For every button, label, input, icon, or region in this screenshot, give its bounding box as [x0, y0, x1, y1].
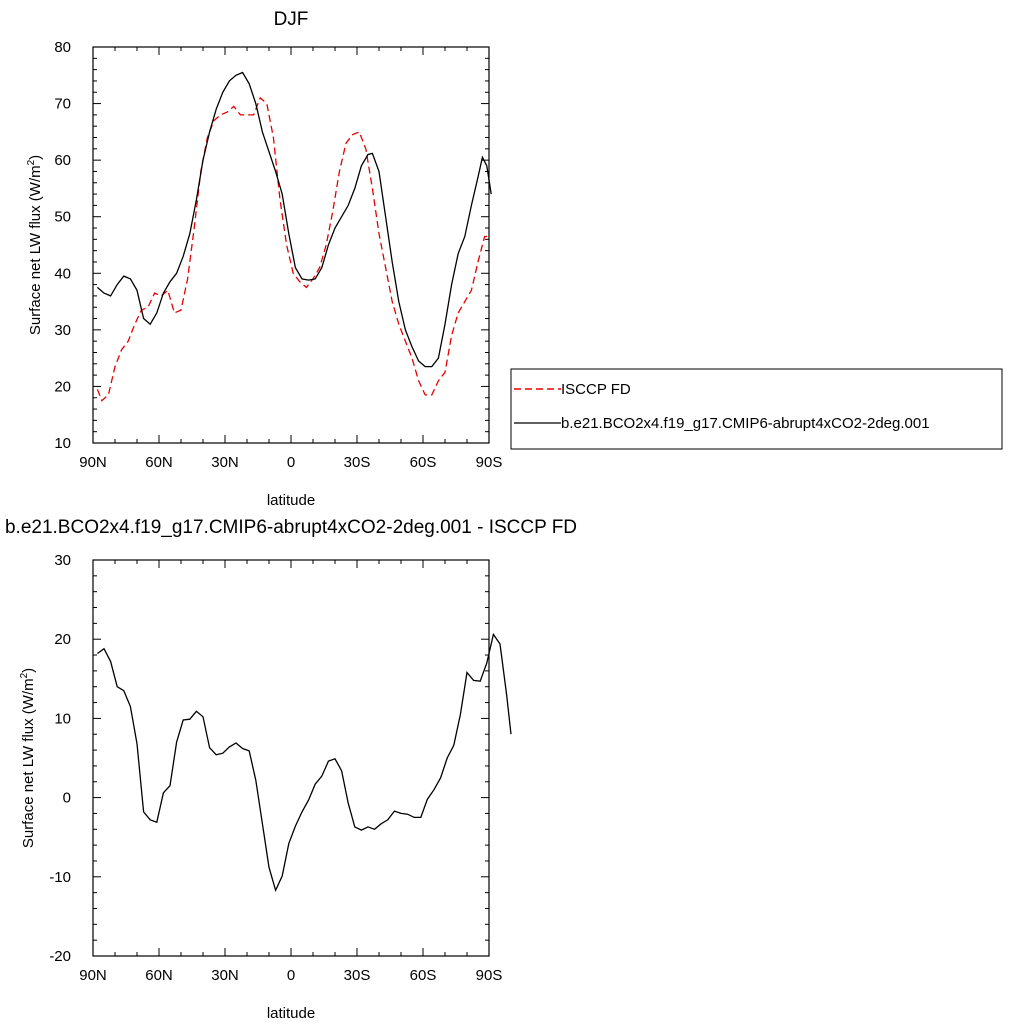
bottom-chart-ytick-label: -10 [49, 869, 71, 886]
bottom-chart-frame [92, 559, 490, 957]
legend: ISCCP FD b.e21.BCO2x4.f19_g17.CMIP6-abru… [510, 368, 1003, 450]
bottom-chart-xtick-label: 90S [476, 967, 503, 984]
top-chart-xtick-label: 90S [476, 454, 503, 471]
bottom-chart-title: b.e21.BCO2x4.f19_g17.CMIP6-abrupt4xCO2-2… [5, 517, 577, 538]
top-chart-frame [92, 46, 490, 444]
top-chart-xtick-label: 60S [410, 454, 437, 471]
top-chart-xlabel: latitude [267, 492, 315, 509]
top-chart-xtick-label: 60N [145, 454, 173, 471]
top-chart-xtick-label: 30N [211, 454, 239, 471]
legend-label-model: b.e21.BCO2x4.f19_g17.CMIP6-abrupt4xCO2-2… [561, 415, 930, 432]
top-chart-title: DJF [274, 9, 309, 30]
bottom-chart-ytick-label: 30 [54, 552, 71, 569]
top-chart-xtick-label: 0 [287, 454, 295, 471]
top-chart-xtick-label: 90N [79, 454, 107, 471]
top-chart-series-line-1 [96, 71, 492, 368]
bottom-chart-ytick-label: 20 [54, 631, 71, 648]
bottom-chart-xtick-label: 0 [287, 967, 295, 984]
top-chart-ytick-label: 20 [54, 378, 71, 395]
bottom-chart-xtick-label: 60N [145, 967, 173, 984]
bottom-chart-ytick-label: -20 [49, 948, 71, 965]
top-chart-ytick-label: 80 [54, 39, 71, 56]
bottom-chart-series-group [97, 632, 512, 893]
top-chart-series-group [96, 71, 492, 402]
top-chart: DJF 90N 60N 30N 0 30S 60S 90S1020304050607080 … [26, 9, 502, 509]
bottom-chart-xtick-label: 90N [79, 967, 107, 984]
bottom-chart: b.e21.BCO2x4.f19_g17.CMIP6-abrupt4xCO2-2… [5, 517, 577, 1022]
top-chart-ytick-label: 10 [54, 435, 71, 452]
bottom-chart-ticks: 90N 60N 30N 0 30S 60S 90S -20 -10 0 10 20 30 [49, 552, 502, 984]
top-chart-xtick-label: 30S [344, 454, 371, 471]
bottom-chart-xlabel: latitude [267, 1005, 315, 1022]
bottom-chart-ytick-label: 10 [54, 710, 71, 727]
legend-label-isccp: ISCCP FD [561, 381, 631, 398]
top-chart-ytick-label: 70 [54, 96, 71, 113]
top-chart-ytick-label: 40 [54, 265, 71, 282]
top-chart-ytick-label: 60 [54, 152, 71, 169]
bottom-chart-series-line-0 [97, 632, 512, 893]
bottom-chart-xtick-label: 30N [211, 967, 239, 984]
bottom-chart-ytick-label: 0 [63, 790, 71, 807]
legend-frame [510, 368, 1003, 450]
bottom-chart-xtick-label: 30S [344, 967, 371, 984]
top-chart-ylabel: Surface net LW flux (W/m2) [26, 155, 44, 335]
bottom-chart-xtick-label: 60S [410, 967, 437, 984]
bottom-chart-ylabel: Surface net LW flux (W/m2) [19, 668, 37, 848]
top-chart-ytick-label: 50 [54, 209, 71, 226]
top-chart-ytick-label: 30 [54, 322, 71, 339]
top-chart-series-line-0 [96, 96, 489, 402]
top-chart-ticks: 90N 60N 30N 0 30S 60S 90S 10 20 30 40 50 60 70 80 [54, 39, 502, 471]
